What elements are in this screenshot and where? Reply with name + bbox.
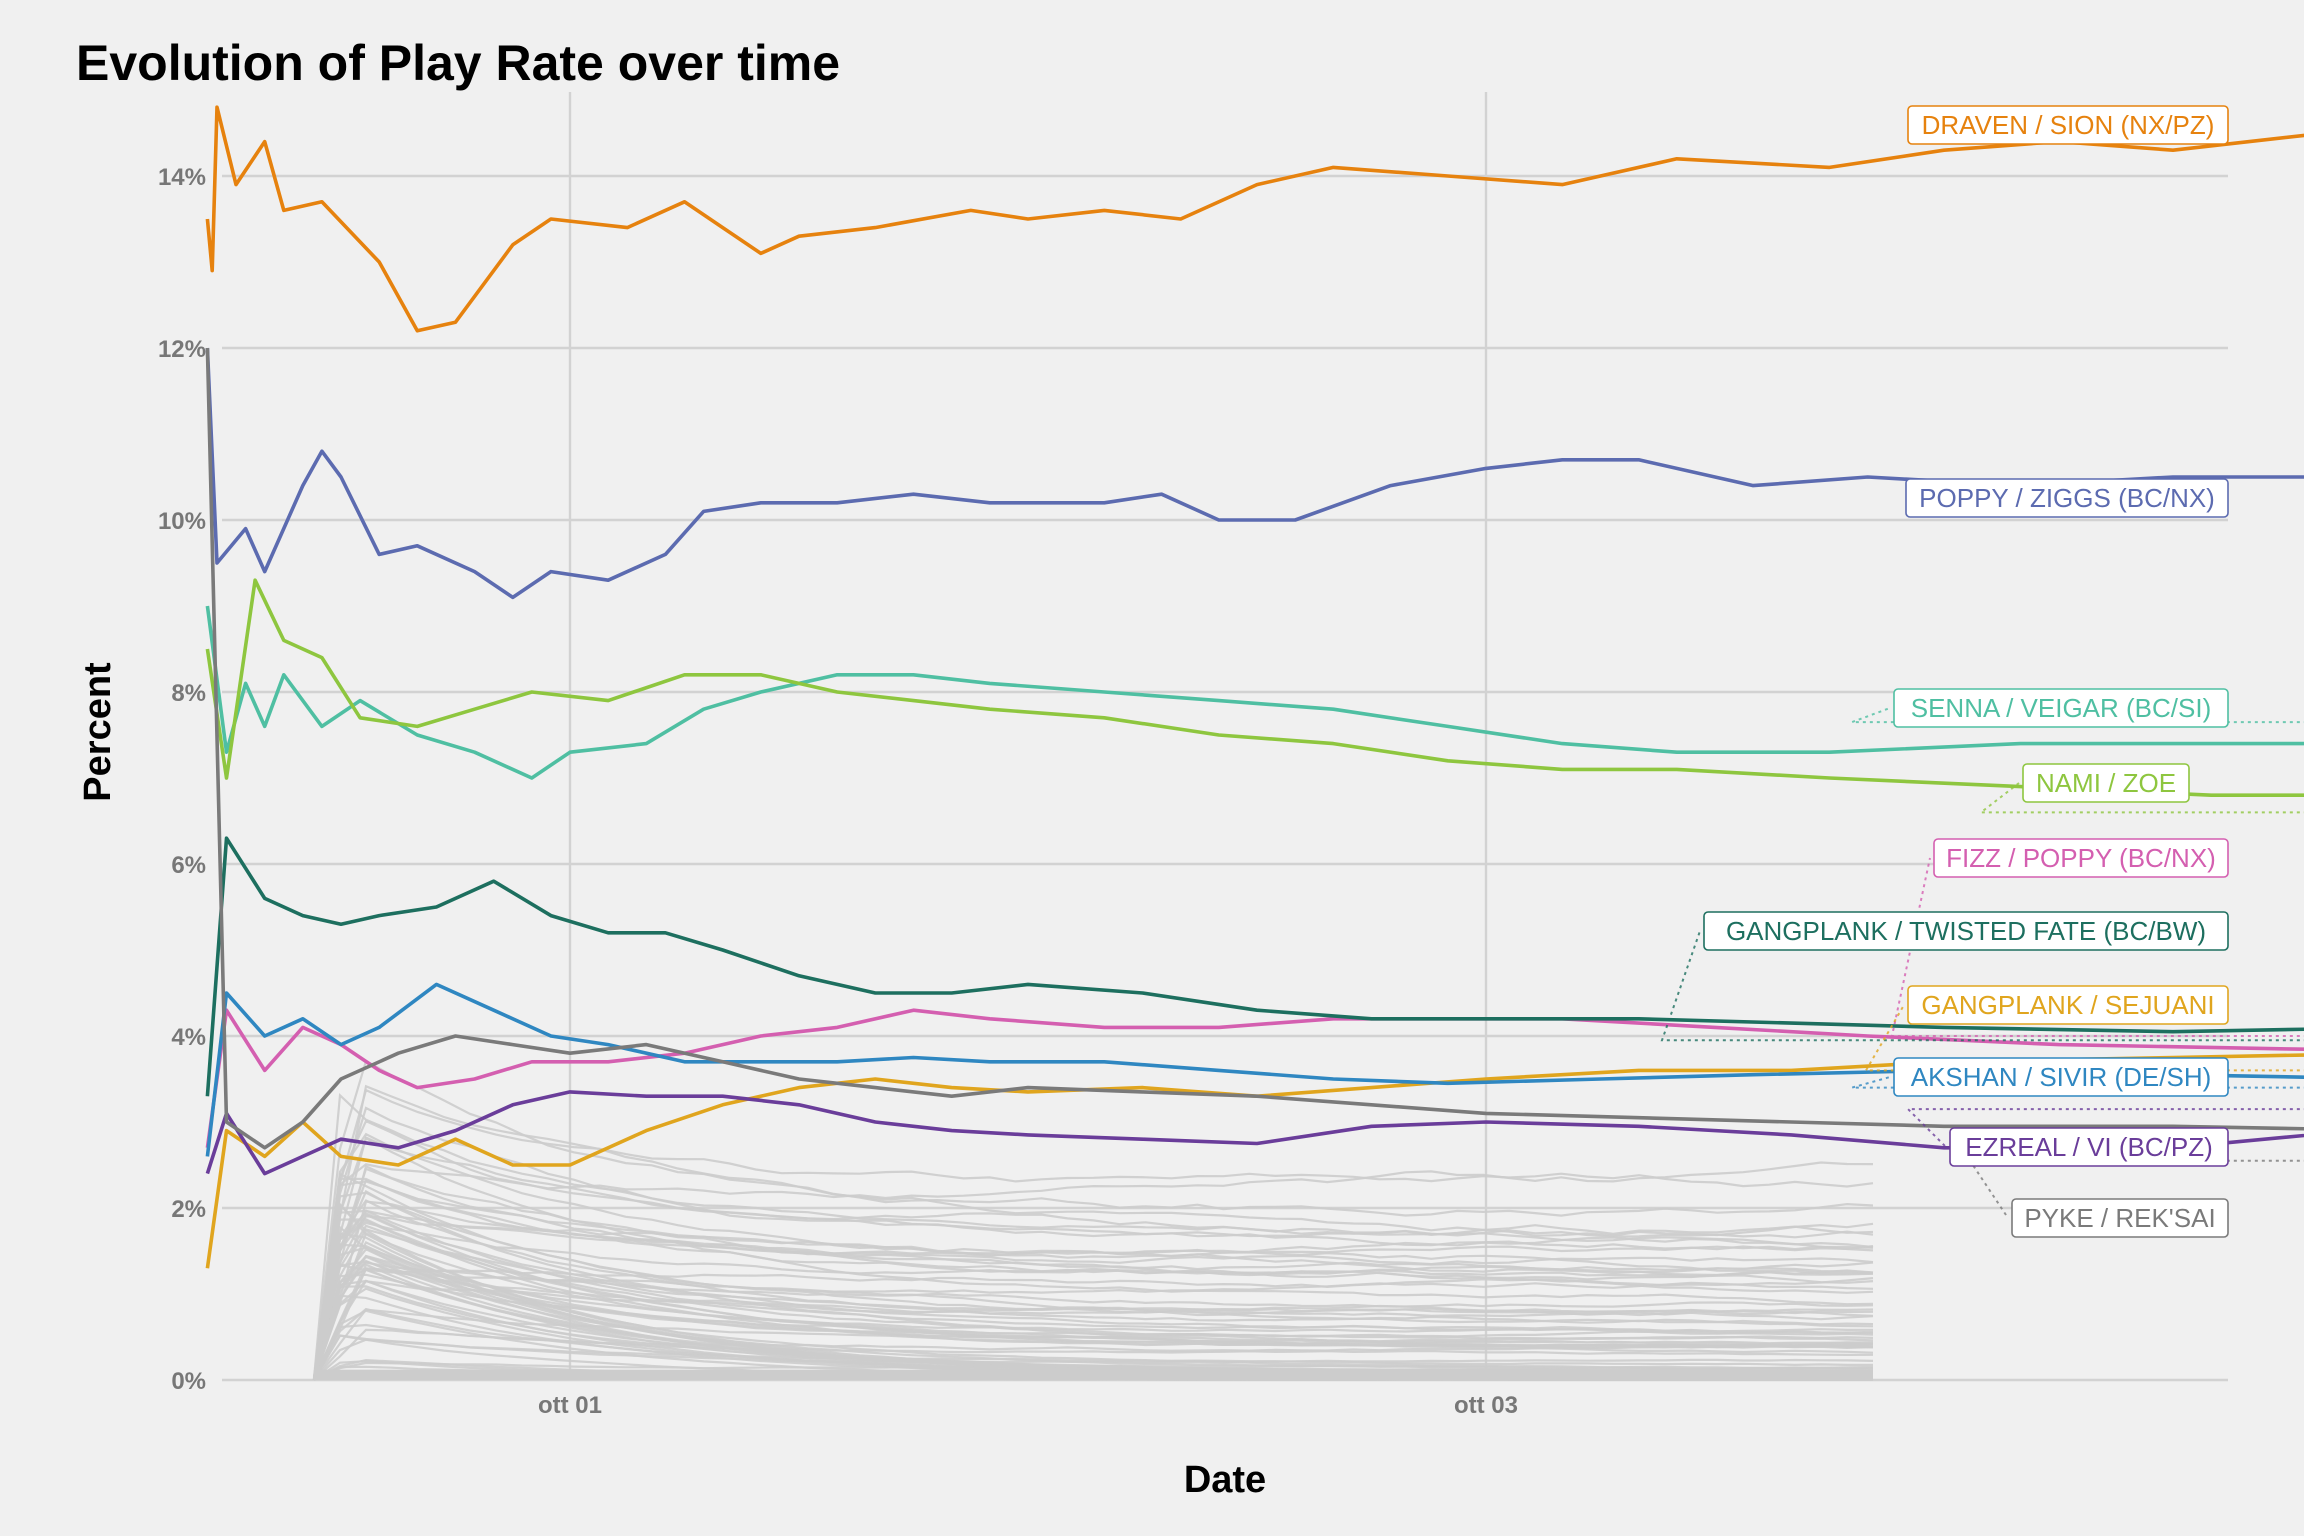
y-tick-label: 2% — [171, 1196, 206, 1223]
y-tick-label: 4% — [171, 1024, 206, 1051]
series-label-box — [1893, 688, 2229, 728]
background-series-line — [312, 1119, 1874, 1380]
background-series-line — [312, 1200, 1874, 1380]
background-series-line — [312, 1161, 1874, 1380]
series-label: GANGPLANK / SEJUANI — [1921, 990, 2214, 1020]
x-tick-label: ott 03 — [1454, 1392, 1518, 1419]
y-tick-label: 6% — [171, 852, 206, 879]
background-series-band — [314, 1369, 1873, 1380]
label-leader-line — [1890, 857, 2304, 1037]
background-series-line — [312, 1213, 1874, 1380]
series-label: NAMI / ZOE — [2036, 768, 2176, 798]
background-series-line — [313, 1328, 1874, 1381]
background-series-line — [312, 1231, 1874, 1380]
series-line — [205, 347, 2304, 1150]
background-series-line — [312, 1180, 1874, 1380]
series-lines-group — [205, 105, 2304, 1269]
background-series-line — [312, 1221, 1874, 1380]
series-line — [205, 605, 2304, 780]
series-label-box — [1907, 105, 2229, 145]
y-axis-title: Percent — [77, 662, 119, 802]
background-series-line — [312, 1255, 1874, 1380]
series-label-box — [2022, 763, 2190, 803]
series-line — [205, 1090, 2304, 1176]
background-series-line — [312, 1224, 1874, 1380]
y-tick-label: 12% — [158, 336, 206, 363]
series-label: AKSHAN / SIVIR (DE/SH) — [1911, 1062, 2212, 1092]
label-leader-line — [1660, 930, 2304, 1042]
background-series-line — [312, 1246, 1874, 1380]
series-label-box — [1905, 478, 2229, 518]
background-series-line — [312, 1199, 1874, 1380]
x-tick-label: ott 01 — [538, 1392, 602, 1419]
series-labels: DRAVEN / SION (NX/PZ) POPPY / ZIGGS (BC/N… — [1703, 105, 2229, 1238]
label-leader-line — [1905, 1108, 2304, 1148]
label-leader-line — [1864, 1004, 2304, 1072]
series-label: POPPY / ZIGGS (BC/NX) — [1919, 483, 2215, 513]
background-series-line — [312, 1088, 1874, 1380]
y-tick-label: 0% — [171, 1368, 206, 1395]
series-label: EZREAL / VI (BC/PZ) — [1965, 1132, 2213, 1162]
background-series-line — [312, 1059, 1874, 1380]
y-tick-label: 14% — [158, 164, 206, 191]
background-series-line — [312, 1092, 1874, 1379]
background-series-line — [312, 1136, 1874, 1380]
chart-title: Evolution of Play Rate over time — [76, 35, 840, 91]
background-series-line — [312, 1280, 1874, 1380]
series-label: GANGPLANK / TWISTED FATE (BC/BW) — [1726, 916, 2206, 946]
background-series-line — [312, 1267, 1874, 1380]
series-label-box — [1907, 985, 2229, 1025]
background-series-line — [312, 1084, 1874, 1378]
series-line — [205, 836, 2304, 1097]
x-axis-title: Date — [1184, 1459, 1266, 1501]
background-series-line — [312, 1167, 1874, 1378]
background-series-line — [312, 1228, 1874, 1380]
background-series-group — [312, 1059, 1874, 1381]
series-line — [205, 578, 2304, 797]
background-series-line — [312, 1135, 1874, 1380]
series-label-box — [1949, 1127, 2229, 1167]
series-line — [205, 105, 2304, 333]
series-label-box — [1703, 911, 2229, 951]
series-label-box — [2011, 1198, 2229, 1238]
background-series-line — [312, 1209, 1874, 1380]
background-series-line — [312, 1132, 1874, 1380]
series-line — [205, 982, 2304, 1157]
series-label: DRAVEN / SION (NX/PZ) — [1922, 110, 2215, 140]
series-label-box — [1893, 1057, 2229, 1097]
y-tick-label: 10% — [158, 508, 206, 535]
background-series-line — [313, 1334, 1873, 1381]
y-tick-label: 8% — [171, 680, 206, 707]
series-label-box — [1933, 838, 2229, 878]
series-label: PYKE / REK'SAI — [2024, 1203, 2215, 1233]
series-label: SENNA / VEIGAR (BC/SI) — [1911, 693, 2212, 723]
y-axis-ticks: 0% 2% 4% 6% 8% 10% 12% 14% — [158, 164, 206, 1395]
background-series-line — [312, 1273, 1874, 1380]
label-leader-line — [1978, 782, 2304, 814]
series-label: FIZZ / POPPY (BC/NX) — [1946, 843, 2216, 873]
series-line — [205, 347, 2304, 600]
